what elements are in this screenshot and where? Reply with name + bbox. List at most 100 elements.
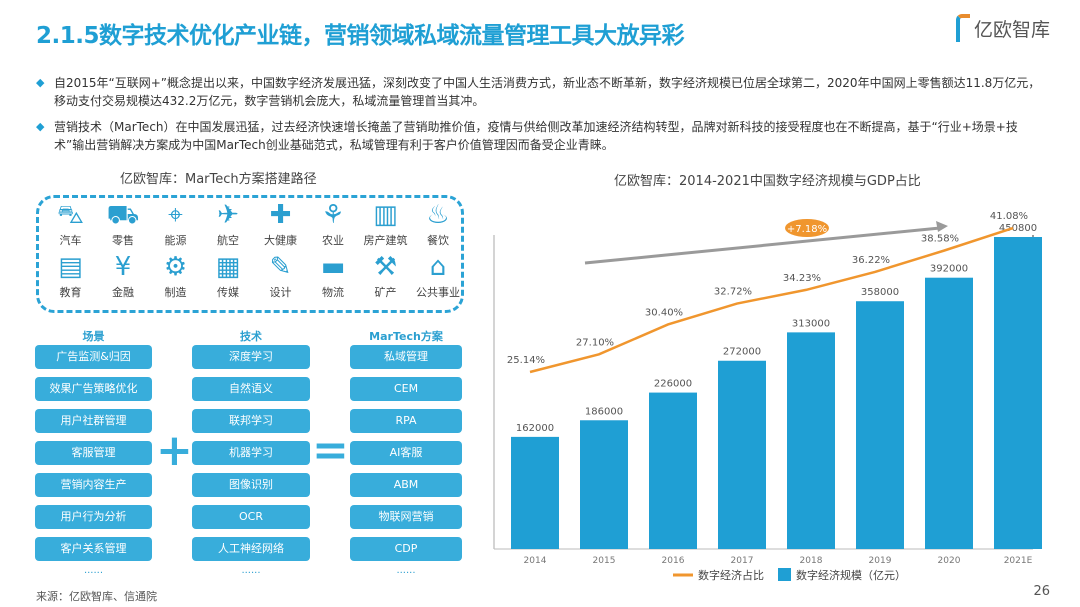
plus-sign: + (156, 425, 193, 476)
diagram-cell: 图像识别 (192, 473, 310, 497)
industry-label: 传媒 (217, 286, 239, 299)
bar-value-label: 272000 (723, 347, 761, 358)
industry-building: ▥ 房产建筑 (359, 200, 412, 248)
bar-value-label: 162000 (516, 423, 554, 434)
bar-2016 (649, 392, 697, 549)
diagram-cell: 营销内容生产 (35, 473, 152, 497)
diagram-cell: 深度学习 (192, 345, 310, 369)
line-value-label: 38.58% (921, 234, 959, 245)
industry-label: 公共事业 (416, 286, 460, 299)
industry-label: 房产建筑 (363, 234, 408, 247)
industry-public-building: ⌂ 公共事业 (412, 252, 465, 300)
equals-sign: = (312, 425, 349, 476)
logo-text: 亿欧智库 (973, 18, 1050, 41)
martech-diagram: 场景 广告监测&归因 效果广告策略优化 用户社群管理 客服管理 营销内容生产 用户行为分析客… (0, 325, 480, 585)
bar-value-label: 450800 (999, 223, 1037, 234)
column-head: 技术 (240, 330, 262, 343)
truck-icon: ▬ (320, 252, 346, 282)
industry-shopping-cart: ⛟ 零售 (97, 200, 150, 248)
page-title: 2.1.5数字技术优化产业链，营销领域私域流量管理工具大放异彩 (36, 23, 685, 49)
industry-power-tower: ⌖ 能源 (149, 200, 202, 248)
industry-label: 零售 (112, 234, 134, 247)
line-gdp-share (529, 226, 1014, 374)
farmer-icon: ⚘ (321, 200, 345, 230)
x-tick-label: 2016 (662, 556, 685, 566)
shopping-cart-icon: ⛟ (106, 200, 140, 230)
bar-2020 (925, 277, 973, 549)
diagram-cell: OCR (192, 505, 310, 529)
industry-miner: ⚒ 矿产 (359, 252, 412, 300)
more-dots: ...... (83, 565, 104, 576)
bullet-1: 自2015年“互联网+”概念提出以来，中国数字经济发展迅猛，深刻改变了中国人生活… (36, 74, 1046, 110)
x-tick-label: 2015 (593, 556, 616, 566)
page-number: 26 (1033, 584, 1050, 599)
bar-2017 (718, 360, 766, 549)
more-dots: ...... (241, 565, 261, 576)
factory-robot-icon: ⚙ (163, 252, 188, 282)
logo-mark-icon (955, 14, 970, 42)
diagram-cell: CDP (350, 537, 462, 561)
bar-2014 (511, 436, 559, 549)
yen-icon: ¥ (114, 252, 132, 282)
public-building-icon: ⌂ (429, 252, 447, 282)
legend-bar-swatch (778, 568, 791, 581)
line-value-label: 30.40% (645, 307, 683, 318)
power-tower-icon: ⌖ (168, 200, 183, 230)
industry-label: 设计 (269, 286, 292, 299)
bar-2019 (856, 301, 904, 549)
diagram-cell: 用户行为分析 (35, 505, 152, 529)
diagram-title: 亿欧智库：MarTech方案搭建路径 (120, 172, 317, 187)
diagram-cell: 广告监测&归因 (35, 345, 152, 369)
diagram-cell: 联邦学习 (192, 409, 310, 433)
x-tick-label: 2017 (731, 556, 754, 566)
diagram-cell: AI客服 (350, 441, 462, 465)
newspaper-icon: ▦ (215, 252, 241, 282)
industry-airplane: ✈ 航空 (202, 200, 255, 248)
trend-arrowhead-icon (936, 221, 948, 232)
diagram-cell: 自然语义 (192, 377, 310, 401)
industry-car: ⛍ 汽车 (44, 200, 97, 248)
column-head: 场景 (82, 330, 105, 343)
line-value-label: 41.08% (990, 211, 1028, 222)
bar-value-label: 392000 (930, 264, 968, 275)
bar-value-label: 186000 (585, 406, 623, 417)
industry-medical-bag: ✚ 大健康 (254, 200, 307, 248)
column-head: MarTech方案 (369, 330, 443, 343)
industry-food-bowl: ♨ 餐饮 (412, 200, 465, 248)
car-icon: ⛍ (57, 200, 84, 230)
line-value-label: 34.23% (783, 273, 821, 284)
diagram-cell: ABM (350, 473, 462, 497)
diagram-cell: CEM (350, 377, 462, 401)
bar-2018 (787, 332, 835, 549)
bar-value-label: 226000 (654, 379, 692, 390)
diagram-cell: 机器学习 (192, 441, 310, 465)
industry-label: 汽车 (59, 234, 82, 247)
industry-label: 矿产 (374, 286, 397, 299)
line-value-label: 27.10% (576, 337, 614, 348)
trend-arrow (584, 226, 941, 265)
logo: 亿欧智库 (955, 14, 1050, 42)
diagram-cell: 用户社群管理 (35, 409, 152, 433)
miner-icon: ⚒ (373, 252, 398, 282)
diagram-cell: 物联网营销 (350, 505, 462, 529)
diagram-cell: 效果广告策略优化 (35, 377, 152, 401)
diagram-cell: 私域管理 (350, 345, 462, 369)
industry-label: 大健康 (264, 234, 297, 247)
legend-line-label: 数字经济占比 (698, 568, 764, 582)
industry-label: 餐饮 (427, 234, 449, 247)
industry-yen: ¥ 金融 (97, 252, 150, 300)
growth-badge-label: +7.18% (787, 224, 827, 235)
industry-label: 教育 (59, 286, 82, 299)
ruler-pencil-icon: ✎ (269, 252, 292, 282)
x-tick-label: 2021E (1004, 556, 1033, 566)
bar-2015 (580, 420, 628, 549)
source-note: 来源：亿欧智库、信通院 (36, 590, 157, 603)
bar-value-label: 358000 (861, 287, 899, 298)
airplane-icon: ✈ (217, 200, 239, 230)
industry-newspaper: ▦ 传媒 (202, 252, 255, 300)
x-tick-label: 2019 (869, 556, 892, 566)
industry-label: 金融 (112, 286, 134, 299)
industry-label: 制造 (164, 286, 187, 299)
growth-badge (785, 219, 829, 237)
chart: +7.18% 162000 2014 186000 2015 226000 2016 2720… (493, 211, 1042, 582)
